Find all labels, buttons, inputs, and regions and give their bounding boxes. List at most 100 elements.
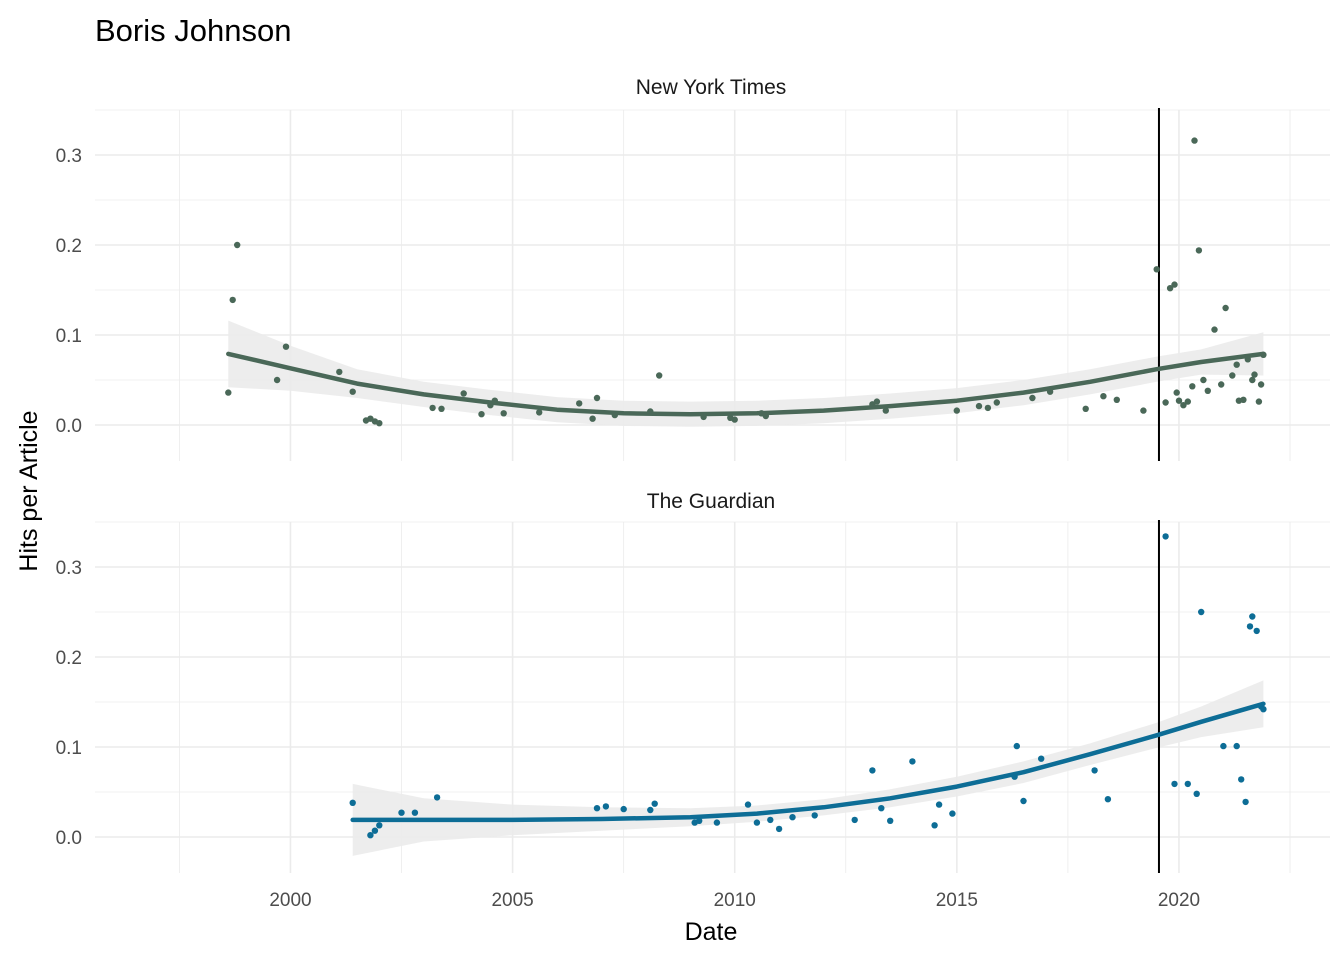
data-point	[1173, 389, 1180, 396]
data-point	[1204, 387, 1212, 394]
data-point	[1233, 742, 1240, 750]
data-point	[1246, 623, 1254, 630]
data-point	[775, 825, 783, 833]
data-point	[1218, 381, 1225, 388]
data-point	[1140, 407, 1147, 414]
data-point	[1180, 402, 1187, 409]
data-point	[1249, 376, 1256, 384]
data-point	[1229, 372, 1236, 379]
y-tick-label: 0.0	[56, 828, 82, 849]
data-point	[1166, 285, 1174, 292]
data-point	[478, 411, 485, 418]
data-point	[367, 832, 374, 839]
data-point	[376, 822, 383, 829]
data-point	[1162, 399, 1169, 406]
data-point	[398, 809, 405, 816]
data-point	[429, 404, 436, 412]
data-point	[1162, 533, 1169, 540]
y-tick-label: 0.2	[56, 236, 82, 257]
data-point	[984, 404, 992, 412]
data-point	[696, 817, 703, 824]
data-point	[713, 819, 721, 826]
panel-strip-label: The Guardian	[647, 490, 775, 513]
data-point	[1013, 742, 1020, 750]
data-point	[887, 817, 894, 824]
y-tick-label: 0.1	[56, 738, 82, 759]
smooth-trend-line	[226, 351, 1266, 417]
data-point	[593, 394, 601, 402]
data-point	[500, 410, 507, 417]
data-point	[1184, 780, 1192, 788]
data-point	[909, 758, 916, 765]
data-point	[282, 343, 290, 350]
panel-new-york-times: New York Times 0.0 0.1 0.2 0.3	[56, 76, 1330, 461]
data-point	[1253, 627, 1260, 635]
data-point	[602, 803, 610, 810]
data-point	[1255, 398, 1263, 405]
chart-title: Boris Johnson	[95, 13, 291, 48]
data-point	[589, 415, 596, 422]
confidence-band	[352, 680, 1264, 856]
data-point	[1220, 742, 1227, 750]
data-point	[1082, 405, 1089, 412]
data-point	[349, 799, 356, 806]
x-axis-title: Date	[685, 918, 738, 946]
data-point	[593, 805, 601, 812]
data-point	[576, 400, 583, 407]
data-point	[949, 810, 956, 817]
data-point	[873, 398, 881, 405]
data-point	[1175, 397, 1183, 404]
y-tick-label: 0.1	[56, 326, 82, 347]
data-point	[647, 806, 654, 814]
data-point	[1200, 376, 1207, 384]
data-point	[744, 801, 752, 808]
data-point	[651, 800, 658, 807]
data-point	[376, 420, 383, 427]
data-point	[767, 816, 774, 824]
panel-strip-label: New York Times	[636, 76, 787, 99]
data-point	[620, 805, 627, 813]
data-point	[1193, 790, 1200, 797]
y-tick-label: 0.3	[56, 558, 82, 579]
data-point	[1249, 613, 1256, 620]
x-tick-label: 2015	[936, 890, 978, 911]
data-point	[1184, 398, 1192, 405]
data-point	[1198, 608, 1205, 616]
data-point	[869, 767, 876, 774]
data-point	[349, 388, 356, 395]
data-point	[811, 812, 818, 819]
x-axis-ticks: 2000 2005 2010 2015 2020	[269, 890, 1200, 911]
data-point	[336, 368, 343, 376]
data-point	[460, 390, 467, 397]
data-point	[225, 389, 232, 396]
data-point	[1195, 247, 1203, 254]
data-point	[411, 809, 419, 816]
data-point	[1251, 371, 1258, 378]
data-point	[438, 405, 445, 412]
data-point	[1260, 706, 1267, 713]
data-point	[1238, 776, 1245, 783]
data-point	[731, 416, 738, 423]
data-point	[273, 376, 281, 384]
y-axis-title: Hits per Article	[15, 410, 43, 571]
x-tick-label: 2005	[491, 890, 533, 911]
data-point	[1222, 304, 1229, 312]
x-tick-label: 2020	[1158, 890, 1200, 911]
data-point	[1020, 797, 1027, 805]
data-point	[1189, 383, 1196, 390]
confidence-band	[228, 320, 1264, 427]
data-point	[993, 399, 1000, 406]
data-point	[1153, 266, 1160, 273]
data-point	[656, 372, 663, 379]
data-point	[1100, 393, 1107, 400]
y-tick-label: 0.0	[56, 416, 82, 437]
data-point	[1091, 767, 1098, 774]
x-tick-label: 2000	[269, 890, 311, 911]
data-point	[229, 296, 236, 304]
data-point	[1113, 396, 1121, 403]
x-tick-label: 2010	[714, 890, 756, 911]
data-point	[1029, 394, 1036, 402]
data-point	[789, 814, 796, 821]
data-point	[371, 827, 379, 834]
data-point	[234, 241, 241, 249]
